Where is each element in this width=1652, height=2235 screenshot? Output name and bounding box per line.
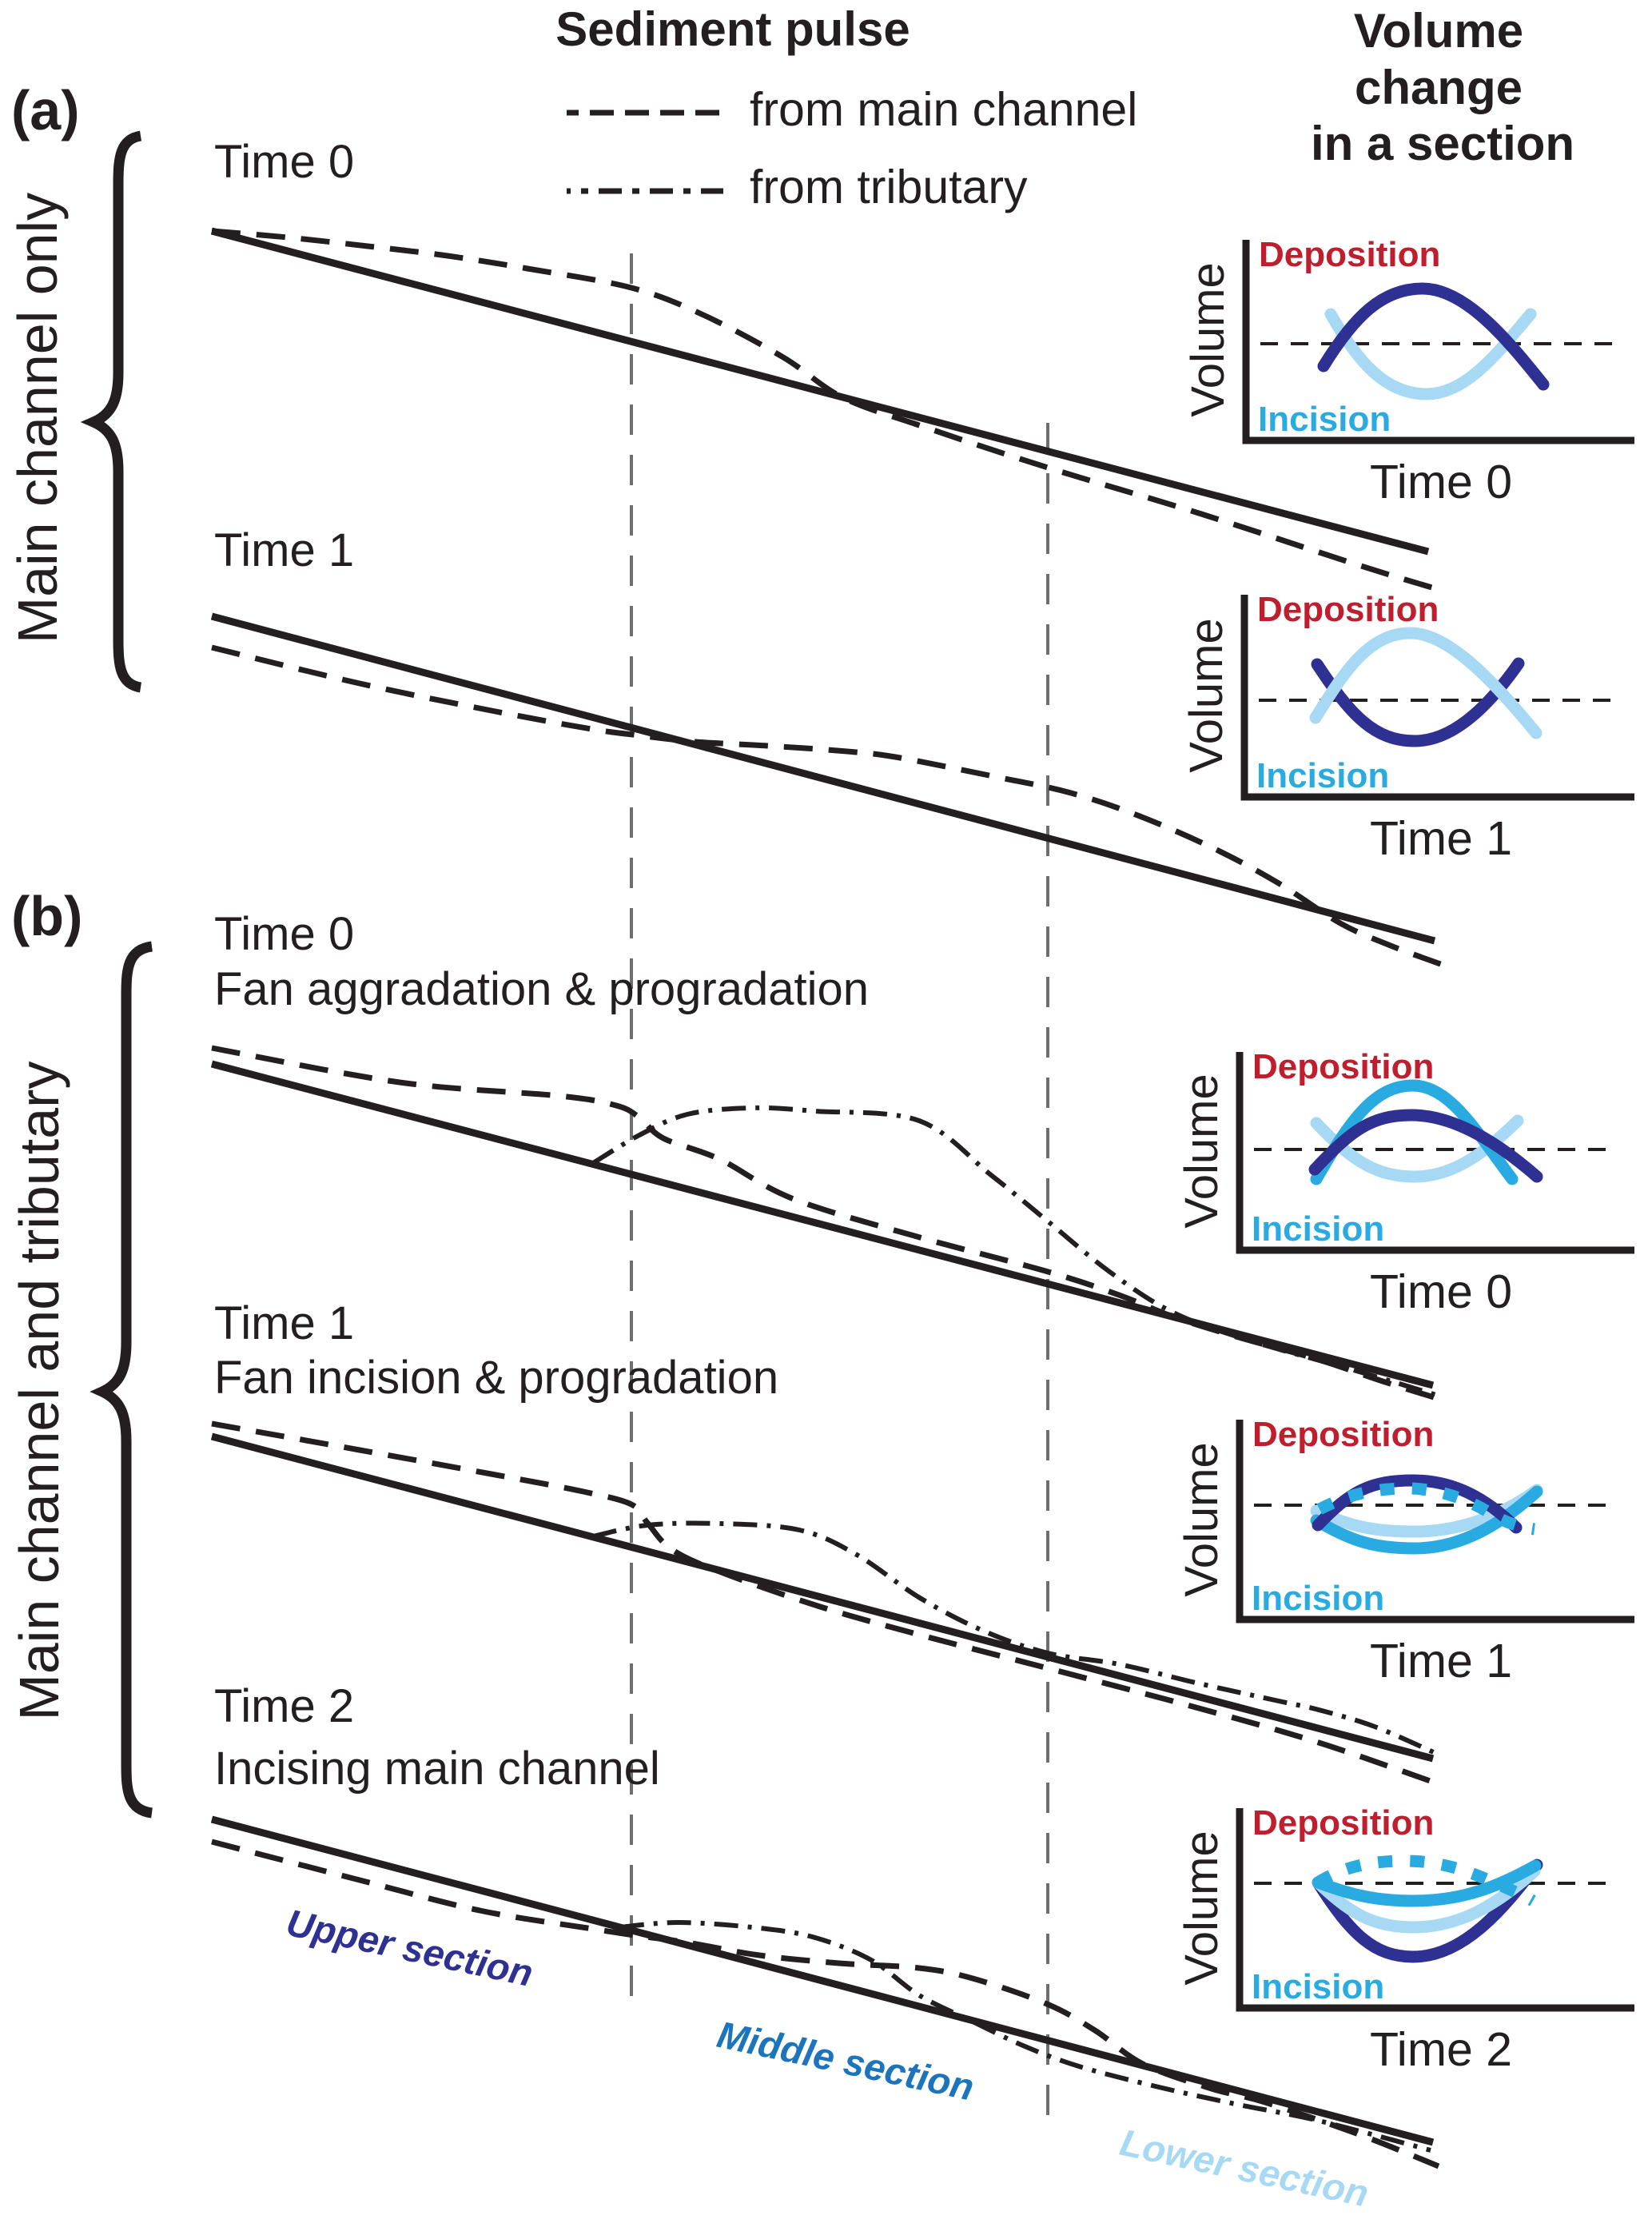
svg-text:change: change: [1355, 61, 1523, 114]
svg-text:Time 1: Time 1: [214, 1297, 354, 1349]
svg-text:Incision: Incision: [1258, 400, 1391, 439]
svg-text:Deposition: Deposition: [1252, 1803, 1434, 1843]
svg-text:Time 1: Time 1: [214, 524, 354, 576]
svg-text:Time 0: Time 0: [214, 136, 354, 188]
svg-text:Deposition: Deposition: [1252, 1415, 1434, 1454]
svg-text:(a): (a): [11, 79, 80, 141]
svg-text:Deposition: Deposition: [1259, 235, 1440, 274]
svg-text:Deposition: Deposition: [1252, 1047, 1434, 1086]
svg-text:from tributary: from tributary: [750, 161, 1028, 213]
svg-text:in a section: in a section: [1311, 117, 1574, 170]
svg-text:from main channel: from main channel: [750, 83, 1137, 136]
svg-text:Volume: Volume: [1176, 1831, 1228, 1985]
svg-text:Volume: Volume: [1176, 1074, 1228, 1228]
svg-text:Sediment pulse: Sediment pulse: [555, 2, 910, 56]
svg-text:Time 2: Time 2: [214, 1680, 354, 1732]
svg-text:Volume: Volume: [1182, 262, 1234, 416]
svg-text:Incision: Incision: [1252, 1579, 1384, 1618]
svg-text:Incision: Incision: [1252, 1209, 1384, 1249]
svg-text:Incision: Incision: [1252, 1967, 1384, 2006]
svg-text:Main channel and tributary: Main channel and tributary: [8, 1062, 70, 1721]
svg-text:Deposition: Deposition: [1257, 590, 1439, 629]
svg-text:Fan aggradation & progradation: Fan aggradation & progradation: [214, 963, 869, 1015]
svg-text:Volume: Volume: [1354, 4, 1523, 58]
svg-text:Time 1: Time 1: [1370, 812, 1512, 865]
svg-text:Time 0: Time 0: [1370, 1265, 1512, 1318]
svg-text:Volume: Volume: [1180, 618, 1232, 772]
svg-text:(b): (b): [11, 885, 82, 947]
svg-text:Incising main channel: Incising main channel: [214, 1743, 660, 1795]
svg-text:Fan incision & progradation: Fan incision & progradation: [214, 1352, 778, 1404]
svg-text:Incision: Incision: [1256, 756, 1389, 795]
svg-text:Time 0: Time 0: [214, 908, 354, 960]
svg-text:Time 0: Time 0: [1370, 456, 1512, 508]
svg-text:Time 2: Time 2: [1370, 2023, 1512, 2076]
svg-text:Main channel only: Main channel only: [6, 193, 69, 643]
svg-text:Time 1: Time 1: [1370, 1635, 1512, 1687]
svg-text:Volume: Volume: [1176, 1442, 1228, 1596]
